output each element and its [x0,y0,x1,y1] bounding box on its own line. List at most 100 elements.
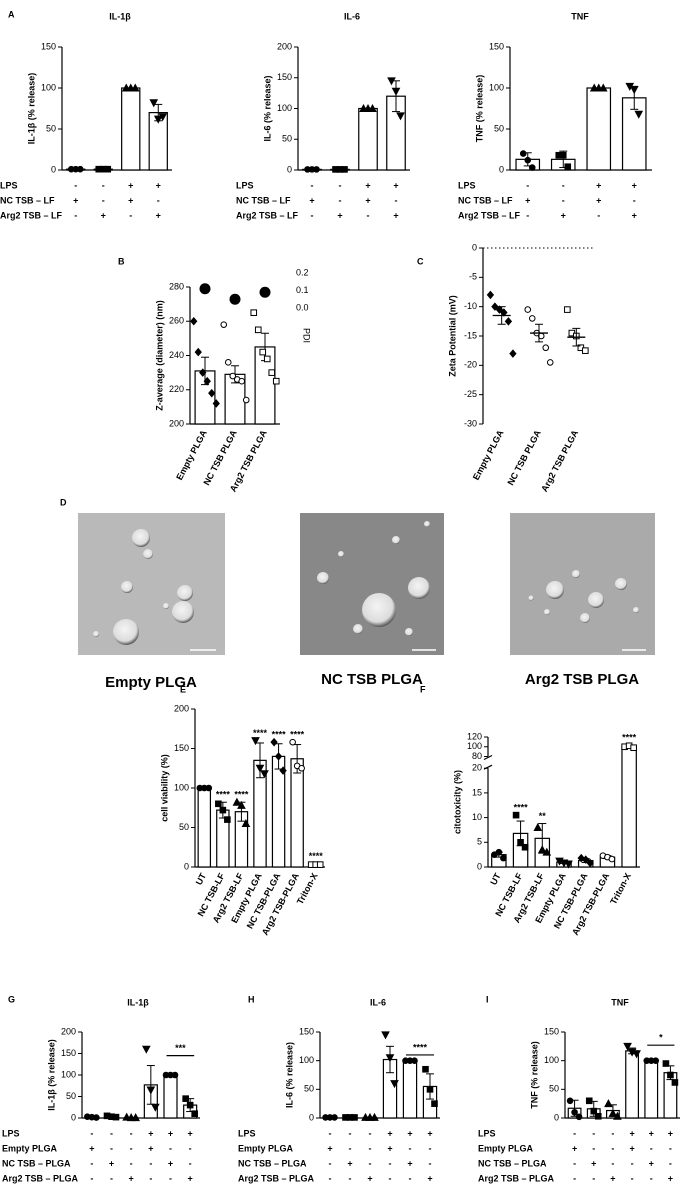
data-point [387,77,396,86]
condition-sign: + [525,195,530,205]
data-point [634,110,644,119]
data-point [191,1110,198,1118]
condition-sign: - [311,180,314,190]
data-point [203,376,211,386]
chart-title: IL-6 [370,997,386,1007]
condition-sign: - [573,1128,576,1138]
data-point [524,306,532,313]
condition-sign: - [74,180,77,190]
y-tick-label: 0 [184,861,189,871]
condition-sign: + [407,1158,412,1168]
bar [621,746,637,868]
condition-sign: + [337,210,342,220]
data-point [255,764,265,773]
condition-sign: - [329,1128,332,1138]
condition-sign: - [592,1128,595,1138]
y-tick-label: 200 [61,1026,76,1036]
y-tick-label: 220 [169,384,184,394]
y-tick-label: 0 [309,1112,314,1122]
data-point [238,377,246,385]
condition-sign: - [90,1158,93,1168]
condition-sign: + [128,195,133,205]
condition-sign: - [592,1173,595,1183]
y-axis-label: IL-1β (% release) [46,1039,56,1111]
condition-sign: - [349,1173,352,1183]
data-point [385,1054,395,1063]
y-tick-label: 280 [169,281,184,291]
condition-sign: - [349,1143,352,1153]
y-tick-label: 240 [169,350,184,360]
condition-sign: - [130,1143,133,1153]
bar [358,107,378,171]
y-tick-label: -20 [464,360,477,370]
significance-label: * [659,1033,663,1043]
condition-sign: - [129,210,132,220]
condition-sign: + [168,1158,173,1168]
condition-sign: - [367,210,370,220]
data-point [260,770,269,779]
data-point [486,290,495,300]
data-point [370,1112,379,1121]
data-point [390,1080,399,1089]
data-point [289,738,296,746]
y-tick-label: 0 [287,164,292,174]
y-axis-label: IL-6 (% release) [262,75,272,141]
data-point [524,156,532,164]
y-tick-label: 50 [304,1084,314,1094]
tem-image [300,513,444,655]
condition-sign: + [73,195,78,205]
data-point [224,359,232,366]
condition-sign: - [130,1158,133,1168]
condition-label: Empty PLGA [2,1143,58,1153]
condition-sign: + [668,1128,673,1138]
tem-image [510,513,655,655]
y-tick-label: -5 [469,272,477,282]
condition-label: LPS [458,180,476,190]
data-point [500,854,507,862]
condition-sign: - [611,1128,614,1138]
x-tick-label: Empty PLGA [471,428,506,482]
data-point [313,166,320,173]
data-point [251,737,260,746]
data-point [667,1071,674,1079]
condition-sign: - [631,1173,634,1183]
condition-sign: - [633,195,636,205]
data-point [528,315,536,322]
data-point [149,99,159,108]
data-point [671,1079,679,1086]
data-point [205,784,213,792]
bar [402,1060,418,1119]
data-point [331,1114,338,1121]
condition-sign: - [389,1173,392,1183]
condition-sign: - [573,1158,576,1168]
data-point [585,1097,593,1105]
panel-letter: H [248,994,255,1004]
y-axis-label: IL-6 (% release) [284,1042,294,1108]
data-point [608,855,616,863]
image-caption: NC TSB PLGA [321,671,423,688]
data-point [215,800,222,808]
y-axis-label: TNF (% release) [474,75,484,143]
condition-sign: + [393,210,398,220]
data-point [241,818,251,828]
condition-sign: - [90,1173,93,1183]
y-tick-label: -25 [464,389,477,399]
condition-label: Arg2 TSB – LF [458,210,521,220]
pdi-point [259,286,271,298]
chart-title: TNF [571,11,589,21]
x-tick-label: UT [194,871,209,887]
panel-letter: A [8,9,15,19]
condition-sign: + [367,1173,372,1183]
condition-sign: + [668,1173,673,1183]
data-point [268,369,276,376]
condition-sign: - [369,1143,372,1153]
condition-sign: - [110,1173,113,1183]
data-point [512,811,520,819]
data-point [586,858,594,868]
y-tick-label: 150 [544,1026,559,1036]
data-point [608,1108,618,1117]
condition-sign: + [407,1128,412,1138]
significance-label: **** [253,728,268,738]
y-tick-label: 100 [277,103,292,113]
condition-sign: - [650,1143,653,1153]
